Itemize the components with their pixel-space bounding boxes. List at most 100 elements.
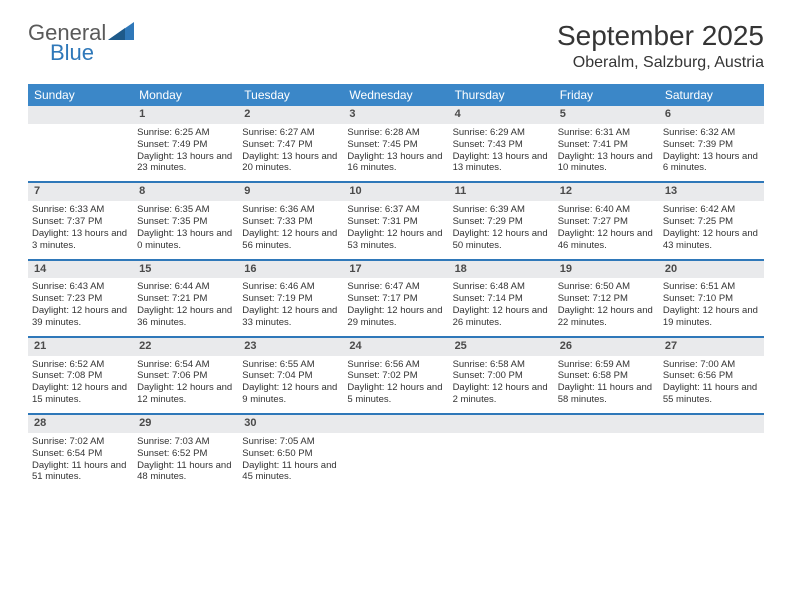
day-number-cell: 29 [133, 414, 238, 433]
day-info-cell [343, 433, 448, 490]
day-number-cell: 9 [238, 182, 343, 201]
day-number-cell: 24 [343, 337, 448, 356]
sunset-line: Sunset: 7:37 PM [32, 216, 129, 228]
day-info-cell: Sunrise: 6:46 AMSunset: 7:19 PMDaylight:… [238, 278, 343, 335]
daylight-line: Daylight: 12 hours and 12 minutes. [137, 382, 234, 406]
sunset-line: Sunset: 7:10 PM [663, 293, 760, 305]
daylight-line: Daylight: 12 hours and 43 minutes. [663, 228, 760, 252]
day-number-cell: 28 [28, 414, 133, 433]
day-info-row: Sunrise: 7:02 AMSunset: 6:54 PMDaylight:… [28, 433, 764, 490]
sunset-line: Sunset: 7:25 PM [663, 216, 760, 228]
day-info-cell [659, 433, 764, 490]
day-number-cell: 21 [28, 337, 133, 356]
calendar-page: General Blue September 2025 Oberalm, Sal… [0, 0, 792, 509]
sunrise-line: Sunrise: 6:52 AM [32, 359, 129, 371]
sunset-line: Sunset: 7:49 PM [137, 139, 234, 151]
day-number-row: 21222324252627 [28, 337, 764, 356]
day-number-cell [343, 414, 448, 433]
sunset-line: Sunset: 7:02 PM [347, 370, 444, 382]
sunrise-line: Sunrise: 6:54 AM [137, 359, 234, 371]
weekday-header: Thursday [449, 84, 554, 106]
sunrise-line: Sunrise: 6:48 AM [453, 281, 550, 293]
sunset-line: Sunset: 7:06 PM [137, 370, 234, 382]
day-info-cell: Sunrise: 7:05 AMSunset: 6:50 PMDaylight:… [238, 433, 343, 490]
day-info-cell: Sunrise: 6:28 AMSunset: 7:45 PMDaylight:… [343, 124, 448, 181]
day-number-cell: 6 [659, 106, 764, 124]
sunset-line: Sunset: 6:56 PM [663, 370, 760, 382]
day-info-cell: Sunrise: 6:40 AMSunset: 7:27 PMDaylight:… [554, 201, 659, 258]
daylight-line: Daylight: 13 hours and 3 minutes. [32, 228, 129, 252]
day-number-row: 14151617181920 [28, 260, 764, 279]
weekday-header: Sunday [28, 84, 133, 106]
day-info-cell: Sunrise: 6:33 AMSunset: 7:37 PMDaylight:… [28, 201, 133, 258]
daylight-line: Daylight: 13 hours and 23 minutes. [137, 151, 234, 175]
sunset-line: Sunset: 7:47 PM [242, 139, 339, 151]
sunset-line: Sunset: 7:39 PM [663, 139, 760, 151]
day-number-cell: 7 [28, 182, 133, 201]
sunrise-line: Sunrise: 6:29 AM [453, 127, 550, 139]
sunrise-line: Sunrise: 6:40 AM [558, 204, 655, 216]
sunrise-line: Sunrise: 6:43 AM [32, 281, 129, 293]
day-number-cell: 2 [238, 106, 343, 124]
brand-word-blue: Blue [50, 40, 134, 66]
sunset-line: Sunset: 7:45 PM [347, 139, 444, 151]
weekday-header-row: Sunday Monday Tuesday Wednesday Thursday… [28, 84, 764, 106]
sunset-line: Sunset: 7:33 PM [242, 216, 339, 228]
day-number-cell: 13 [659, 182, 764, 201]
day-number-cell: 3 [343, 106, 448, 124]
sunrise-line: Sunrise: 6:51 AM [663, 281, 760, 293]
daylight-line: Daylight: 13 hours and 16 minutes. [347, 151, 444, 175]
daylight-line: Daylight: 13 hours and 0 minutes. [137, 228, 234, 252]
daylight-line: Daylight: 13 hours and 20 minutes. [242, 151, 339, 175]
sunrise-line: Sunrise: 6:28 AM [347, 127, 444, 139]
day-info-cell: Sunrise: 6:51 AMSunset: 7:10 PMDaylight:… [659, 278, 764, 335]
day-number-cell: 16 [238, 260, 343, 279]
day-info-cell: Sunrise: 6:35 AMSunset: 7:35 PMDaylight:… [133, 201, 238, 258]
daylight-line: Daylight: 12 hours and 33 minutes. [242, 305, 339, 329]
day-number-row: 123456 [28, 106, 764, 124]
sunrise-line: Sunrise: 6:33 AM [32, 204, 129, 216]
sunrise-line: Sunrise: 6:44 AM [137, 281, 234, 293]
location-text: Oberalm, Salzburg, Austria [557, 54, 764, 72]
day-info-cell: Sunrise: 6:47 AMSunset: 7:17 PMDaylight:… [343, 278, 448, 335]
brand-logo: General Blue [28, 20, 134, 66]
day-info-cell: Sunrise: 6:39 AMSunset: 7:29 PMDaylight:… [449, 201, 554, 258]
day-number-row: 78910111213 [28, 182, 764, 201]
sunrise-line: Sunrise: 7:05 AM [242, 436, 339, 448]
day-number-cell: 4 [449, 106, 554, 124]
sunset-line: Sunset: 7:29 PM [453, 216, 550, 228]
day-info-cell: Sunrise: 6:25 AMSunset: 7:49 PMDaylight:… [133, 124, 238, 181]
sunset-line: Sunset: 6:50 PM [242, 448, 339, 460]
daylight-line: Daylight: 12 hours and 56 minutes. [242, 228, 339, 252]
daylight-line: Daylight: 13 hours and 13 minutes. [453, 151, 550, 175]
day-number-cell: 18 [449, 260, 554, 279]
day-number-cell: 23 [238, 337, 343, 356]
sunrise-line: Sunrise: 7:00 AM [663, 359, 760, 371]
sunset-line: Sunset: 7:31 PM [347, 216, 444, 228]
sunset-line: Sunset: 7:41 PM [558, 139, 655, 151]
sunrise-line: Sunrise: 6:31 AM [558, 127, 655, 139]
calendar-table: Sunday Monday Tuesday Wednesday Thursday… [28, 84, 764, 489]
sunrise-line: Sunrise: 6:59 AM [558, 359, 655, 371]
sunset-line: Sunset: 7:00 PM [453, 370, 550, 382]
sunset-line: Sunset: 6:52 PM [137, 448, 234, 460]
sunrise-line: Sunrise: 7:03 AM [137, 436, 234, 448]
daylight-line: Daylight: 12 hours and 22 minutes. [558, 305, 655, 329]
daylight-line: Daylight: 13 hours and 10 minutes. [558, 151, 655, 175]
day-number-row: 282930 [28, 414, 764, 433]
weekday-header: Tuesday [238, 84, 343, 106]
day-info-cell: Sunrise: 6:44 AMSunset: 7:21 PMDaylight:… [133, 278, 238, 335]
day-number-cell: 19 [554, 260, 659, 279]
sunrise-line: Sunrise: 6:32 AM [663, 127, 760, 139]
day-info-cell: Sunrise: 6:27 AMSunset: 7:47 PMDaylight:… [238, 124, 343, 181]
day-info-cell: Sunrise: 7:00 AMSunset: 6:56 PMDaylight:… [659, 356, 764, 413]
day-info-cell [449, 433, 554, 490]
daylight-line: Daylight: 11 hours and 48 minutes. [137, 460, 234, 484]
sunset-line: Sunset: 7:17 PM [347, 293, 444, 305]
day-info-row: Sunrise: 6:25 AMSunset: 7:49 PMDaylight:… [28, 124, 764, 181]
day-info-cell: Sunrise: 7:02 AMSunset: 6:54 PMDaylight:… [28, 433, 133, 490]
weekday-header: Monday [133, 84, 238, 106]
sunrise-line: Sunrise: 6:50 AM [558, 281, 655, 293]
day-info-cell [28, 124, 133, 181]
daylight-line: Daylight: 12 hours and 26 minutes. [453, 305, 550, 329]
